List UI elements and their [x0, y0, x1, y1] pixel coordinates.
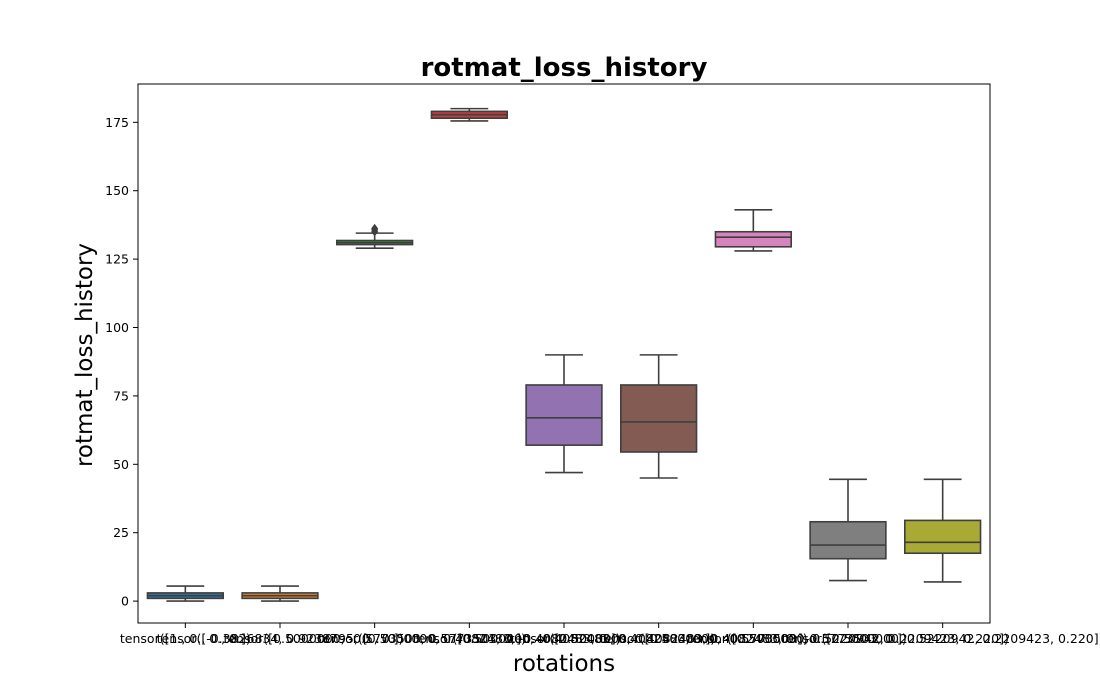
x-tick-label: tensor([0.5000000, -0.5773503, 0.5773503…	[223, 631, 525, 646]
x-axis-label: rotations	[513, 651, 615, 677]
x-tick-label: tensor([0.5000000, 0.5220942, 0.2209423,…	[782, 631, 1100, 646]
x-tick-label: tensor([0.5000000, 0.4082483, -0.4082483…	[318, 631, 620, 646]
y-tick-label: 0	[121, 594, 129, 609]
boxes-layer	[146, 107, 982, 602]
box-group	[525, 354, 603, 474]
x-axis-ticks: tensor([1., 0., 0., 0.])tensor([-0.38268…	[120, 623, 1100, 646]
x-tick-label: tensor([0.5000000, -0.4082483, 0.4082483…	[413, 631, 715, 646]
x-tick-label: tensor([0.5000000, -0.5773503, -0.577350…	[600, 631, 907, 646]
x-tick-label: tensor([0.5000000, 0.5220942, 0.2209423,…	[687, 631, 1009, 646]
y-tick-label: 175	[105, 115, 129, 130]
box-group	[241, 585, 319, 602]
box-group	[335, 223, 414, 249]
flier-point	[371, 223, 379, 234]
y-tick-label: 100	[105, 320, 129, 335]
box-iqr	[525, 384, 603, 446]
y-tick-label: 150	[105, 183, 129, 198]
box-iqr	[809, 520, 887, 560]
x-tick-label: tensor([-0.3826834, 0.9238795, 0., 0.])	[157, 631, 404, 646]
chart-title: rotmat_loss_history	[421, 53, 708, 83]
x-tick-label: tensor([1., 0., 0., 0.])	[120, 631, 251, 646]
y-axis-label: rotmat_loss_history	[72, 243, 98, 467]
box-group	[430, 107, 509, 122]
y-tick-label: 50	[113, 457, 129, 472]
box-group	[146, 585, 224, 602]
box-group	[619, 354, 698, 479]
box-group	[809, 478, 887, 582]
box-iqr	[903, 519, 982, 555]
box-iqr	[619, 384, 698, 453]
box-group	[903, 478, 982, 583]
x-tick-label: tensor([0.5000000, 0.4082483, 0.4082483,…	[510, 631, 808, 646]
y-tick-label: 75	[113, 388, 129, 403]
box-iqr	[714, 230, 793, 248]
y-tick-label: 125	[105, 252, 129, 267]
plot-frame	[137, 83, 991, 624]
box-group	[714, 209, 793, 252]
y-tick-label: 25	[113, 525, 129, 540]
y-axis-ticks: 0 25 50 75 100 125 150 175	[105, 115, 138, 609]
